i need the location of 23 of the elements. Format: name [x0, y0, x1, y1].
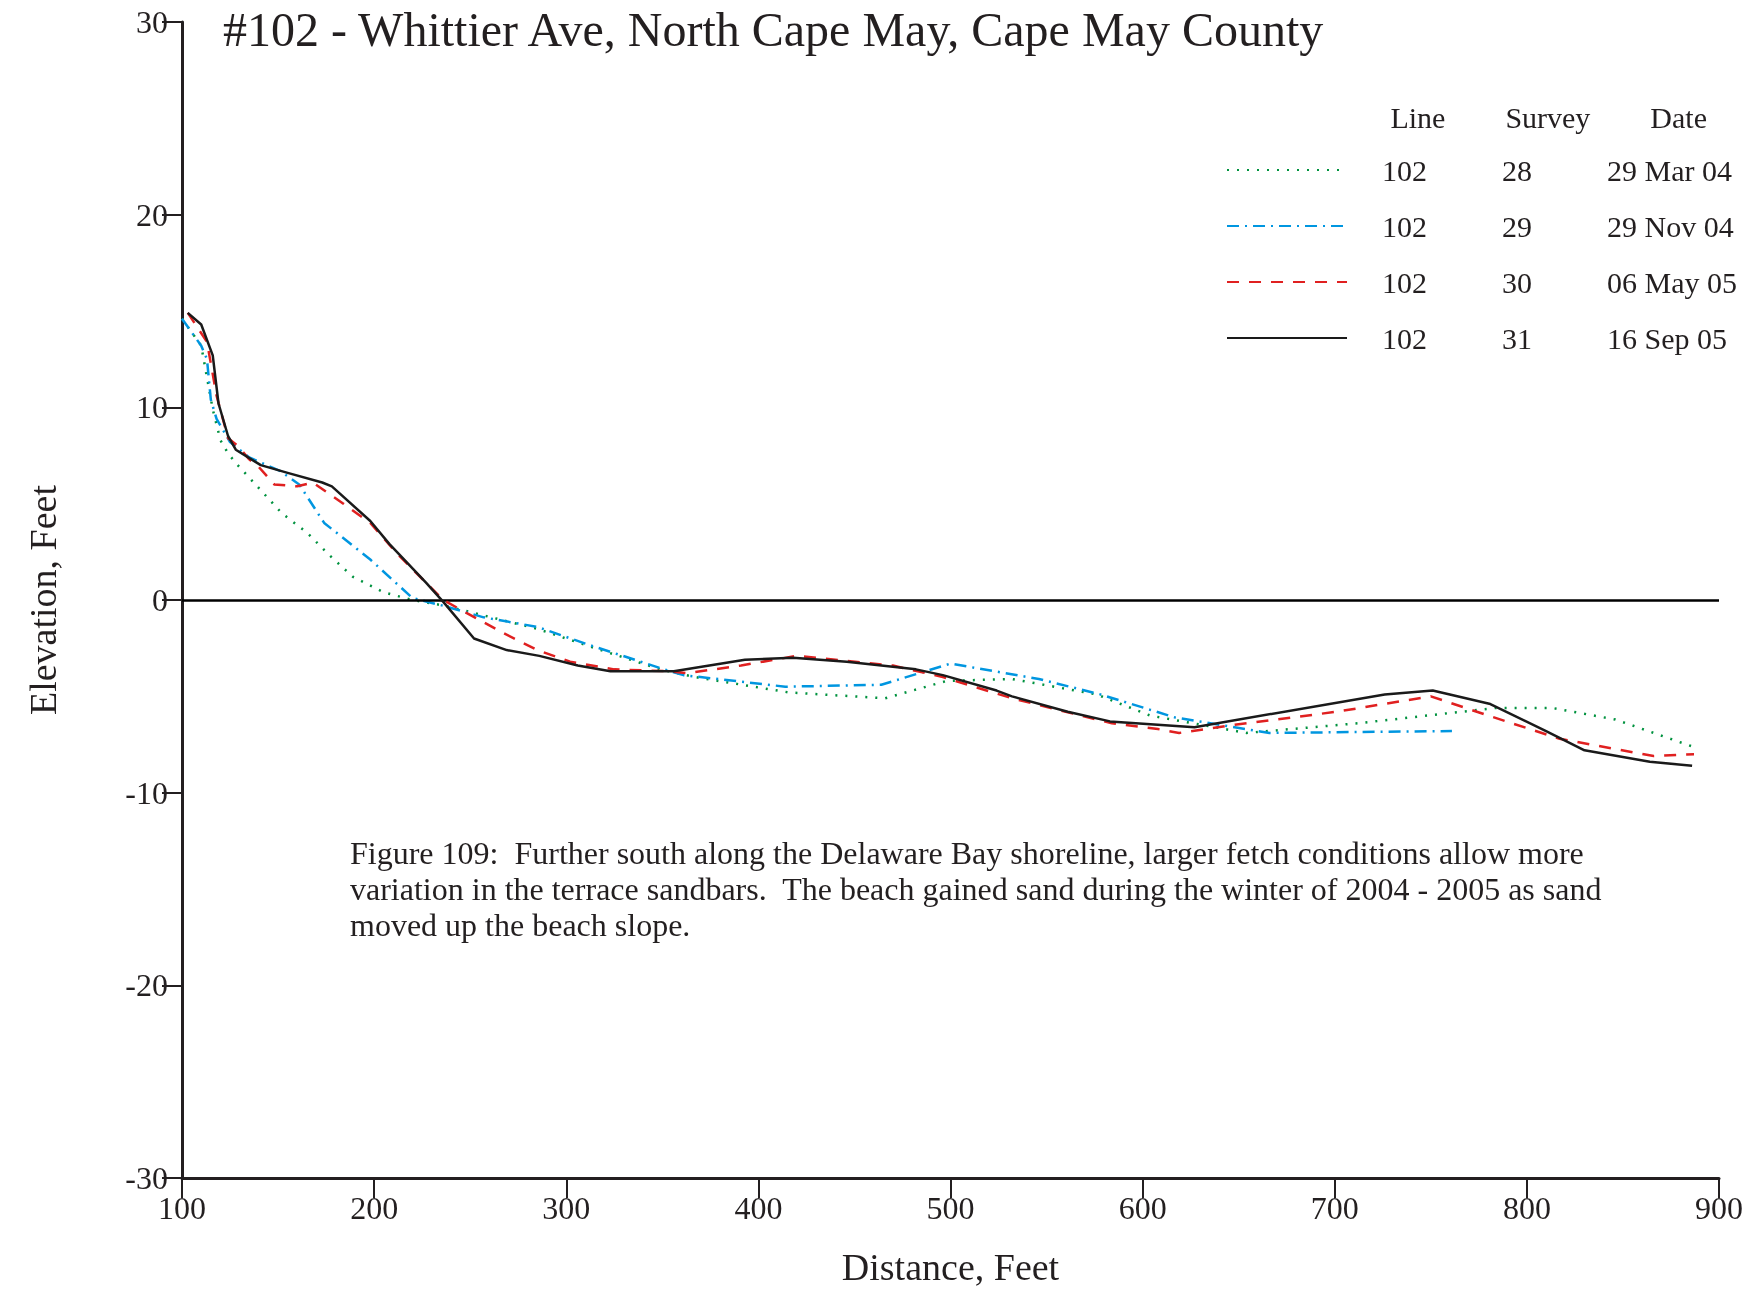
y-tick-label: -20	[125, 967, 168, 1004]
x-tick-label: 200	[350, 1190, 399, 1226]
y-tick-label: 30	[136, 4, 168, 40]
x-tick-label: 400	[734, 1190, 783, 1226]
legend-label: 102 30 06 May 05	[1382, 265, 1738, 299]
y-tick-label: 10	[136, 389, 168, 426]
x-tick-label: 700	[1310, 1190, 1359, 1226]
annotation: Figure 109: Further south along the Delaware Bay shoreline, larger fetch conditions allow more variation in the terrace sandbars. The beach gained sand during the winter of 2004 - 2005 as sand moved up the beach slope.	[350, 835, 1610, 943]
x-tick-label: 600	[1118, 1190, 1167, 1226]
x-tick-label: 500	[926, 1190, 975, 1226]
legend-label: 102 29 29 Nov 04	[1382, 209, 1734, 243]
y-tick-label: -10	[125, 774, 168, 811]
legend-title: Line Survey Date	[1390, 100, 1708, 134]
x-tick-label: 800	[1502, 1190, 1551, 1226]
y-axis-title: Elevation, Feet	[22, 484, 64, 716]
legend-label: 102 31 16 Sep 05	[1382, 321, 1728, 355]
y-tick-label: 20	[136, 196, 168, 233]
line-series	[180, 317, 1454, 735]
chart-title: #102 - Whittier Ave, North Cape May, Cape May County	[223, 2, 1324, 56]
x-tick-label: 900	[1695, 1190, 1743, 1226]
x-tick-label: 300	[542, 1190, 591, 1226]
x-axis-title: Distance, Feet	[841, 1246, 1060, 1288]
legend-label: 102 28 29 Mar 04	[1382, 153, 1732, 187]
